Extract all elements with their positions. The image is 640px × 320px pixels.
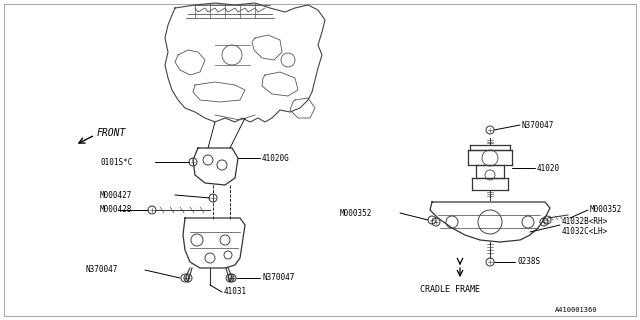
Text: 0101S*C: 0101S*C xyxy=(100,157,132,166)
Text: FRONT: FRONT xyxy=(97,128,126,138)
Text: 41032C<LH>: 41032C<LH> xyxy=(562,228,608,236)
Text: M000352: M000352 xyxy=(340,209,372,218)
Text: M000352: M000352 xyxy=(590,205,622,214)
Text: 41031: 41031 xyxy=(224,287,247,297)
Text: M000428: M000428 xyxy=(100,205,132,214)
Text: 0238S: 0238S xyxy=(517,258,540,267)
Text: N370047: N370047 xyxy=(522,121,554,130)
Text: 41032B<RH>: 41032B<RH> xyxy=(562,218,608,227)
Text: M000427: M000427 xyxy=(100,190,132,199)
Text: 41020: 41020 xyxy=(537,164,560,172)
Text: A410001360: A410001360 xyxy=(555,307,598,313)
Text: CRADLE FRAME: CRADLE FRAME xyxy=(420,285,480,294)
Text: N370047: N370047 xyxy=(85,266,117,275)
Text: 41020G: 41020G xyxy=(262,154,290,163)
Text: N370047: N370047 xyxy=(262,274,294,283)
